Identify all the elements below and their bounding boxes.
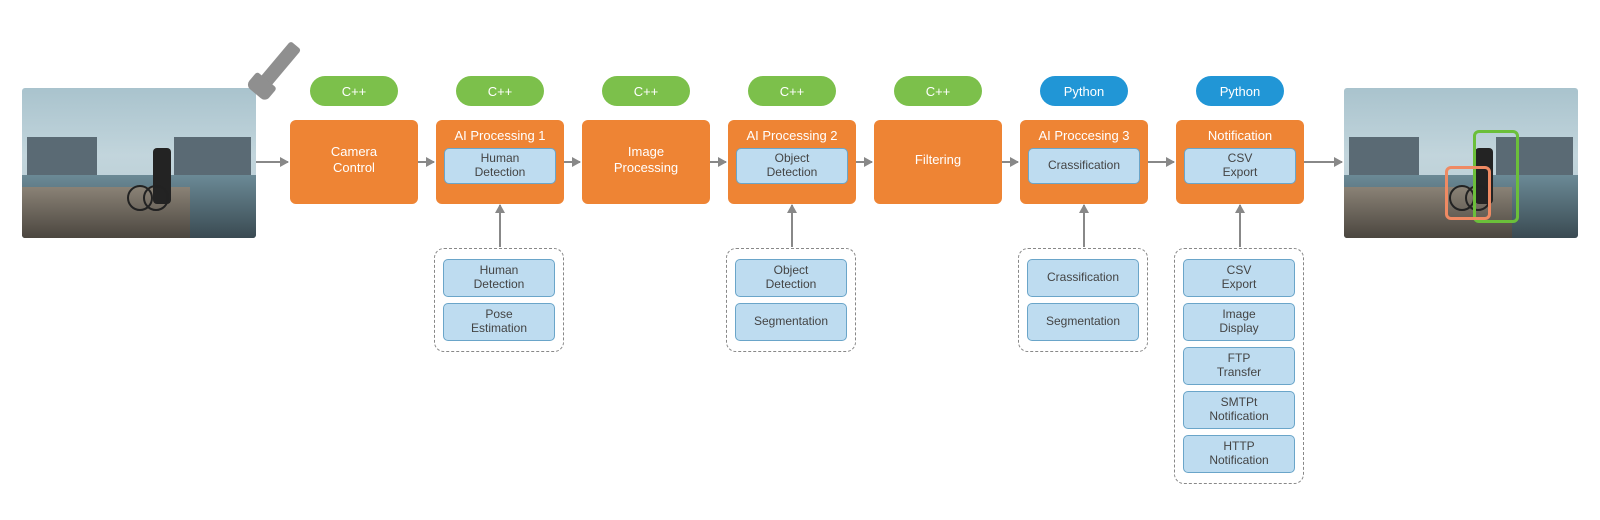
option-item: Segmentation xyxy=(735,303,847,341)
process-title: AI Processing 2 xyxy=(746,128,837,144)
options-ai1: HumanDetection PoseEstimation xyxy=(434,248,564,352)
process-title: Filtering xyxy=(915,152,961,168)
lang-pill-camera: C++ xyxy=(310,76,398,106)
option-item: HumanDetection xyxy=(443,259,555,297)
arrow-h-4 xyxy=(856,161,872,163)
stage-ai2: C++ AI Processing 2 ObjectDetection xyxy=(728,76,856,204)
output-image xyxy=(1344,88,1578,238)
process-title: CameraControl xyxy=(331,144,377,177)
arrow-h-6 xyxy=(1148,161,1174,163)
arrow-up-ai3 xyxy=(1083,205,1085,247)
options-notify: CSVExport ImageDisplay FTPTransfer SMTPtNot… xyxy=(1174,248,1304,484)
input-image xyxy=(22,88,256,238)
options-ai2: ObjectDetection Segmentation xyxy=(726,248,856,352)
option-item: HTTPNotification xyxy=(1183,435,1295,473)
process-title: AI Proccesing 3 xyxy=(1038,128,1129,144)
option-item: Crassification xyxy=(1027,259,1139,297)
option-item: CSVExport xyxy=(1183,259,1295,297)
option-item: PoseEstimation xyxy=(443,303,555,341)
stage-ai1: C++ AI Processing 1 HumanDetection xyxy=(436,76,564,204)
lang-pill-imgproc: C++ xyxy=(602,76,690,106)
arrow-h-0 xyxy=(256,161,288,163)
stage-camera: C++ CameraControl xyxy=(290,76,418,204)
selected-sub-ai2: ObjectDetection xyxy=(736,148,848,184)
arrow-h-3 xyxy=(710,161,726,163)
process-title: ImageProcessing xyxy=(614,144,678,177)
arrow-h-7 xyxy=(1304,161,1342,163)
lang-pill-ai3: Python xyxy=(1040,76,1128,106)
options-ai3: Crassification Segmentation xyxy=(1018,248,1148,352)
lang-pill-ai1: C++ xyxy=(456,76,544,106)
arrow-up-ai1 xyxy=(499,205,501,247)
process-box-imgproc: ImageProcessing xyxy=(582,120,710,204)
selected-sub-ai1: HumanDetection xyxy=(444,148,556,184)
bbox-bicycle xyxy=(1445,166,1492,220)
option-item: FTPTransfer xyxy=(1183,347,1295,385)
stage-filter: C++ Filtering xyxy=(874,76,1002,204)
arrow-h-5 xyxy=(1002,161,1018,163)
arrow-up-notify xyxy=(1239,205,1241,247)
process-box-ai2: AI Processing 2 ObjectDetection xyxy=(728,120,856,204)
option-item: SMTPtNotification xyxy=(1183,391,1295,429)
arrow-h-2 xyxy=(564,161,580,163)
process-title: AI Processing 1 xyxy=(454,128,545,144)
process-box-ai1: AI Processing 1 HumanDetection xyxy=(436,120,564,204)
process-box-notify: Notification CSVExport xyxy=(1176,120,1304,204)
arrow-up-ai2 xyxy=(791,205,793,247)
process-box-ai3: AI Proccesing 3 Crassification xyxy=(1020,120,1148,204)
process-box-filter: Filtering xyxy=(874,120,1002,204)
stage-ai3: Python AI Proccesing 3 Crassification xyxy=(1020,76,1148,204)
option-item: ImageDisplay xyxy=(1183,303,1295,341)
lang-pill-ai2: C++ xyxy=(748,76,836,106)
stage-notify: Python Notification CSVExport xyxy=(1176,76,1304,204)
option-item: Segmentation xyxy=(1027,303,1139,341)
lang-pill-notify: Python xyxy=(1196,76,1284,106)
process-title: Notification xyxy=(1208,128,1272,144)
stage-imgproc: C++ ImageProcessing xyxy=(582,76,710,204)
arrow-h-1 xyxy=(418,161,434,163)
lang-pill-filter: C++ xyxy=(894,76,982,106)
selected-sub-notify: CSVExport xyxy=(1184,148,1296,184)
selected-sub-ai3: Crassification xyxy=(1028,148,1140,184)
process-box-camera: CameraControl xyxy=(290,120,418,204)
option-item: ObjectDetection xyxy=(735,259,847,297)
